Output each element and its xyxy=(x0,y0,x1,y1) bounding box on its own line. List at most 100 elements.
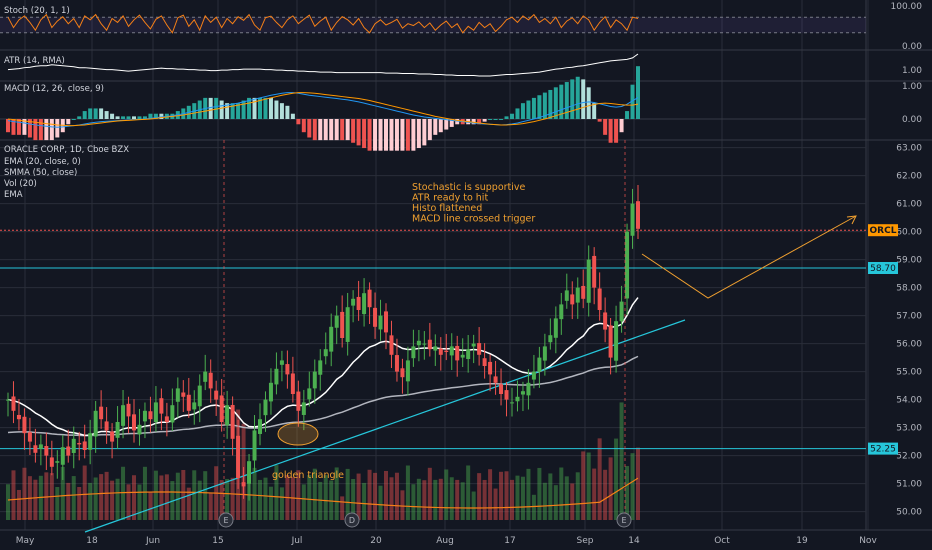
candle-body xyxy=(11,396,16,411)
price-axis-label: 55.00 xyxy=(896,368,922,378)
volume-bar xyxy=(115,478,120,520)
volume-bar xyxy=(301,484,306,520)
macd-histogram-bar xyxy=(99,108,104,119)
candle-body xyxy=(285,364,290,375)
macd-histogram-bar xyxy=(301,119,306,133)
candle-body xyxy=(274,368,279,385)
macd-histogram-bar xyxy=(274,100,279,119)
macd-histogram-bar xyxy=(137,116,142,119)
candle-body xyxy=(482,358,487,366)
macd-histogram-bar xyxy=(27,119,32,138)
candle-body xyxy=(132,414,136,431)
volume-bar xyxy=(208,492,213,520)
candle-body xyxy=(570,294,575,305)
volume-bar xyxy=(384,470,388,520)
volume-bar xyxy=(192,470,197,520)
volume-bar xyxy=(449,477,454,520)
candle-body xyxy=(192,402,197,410)
level-badge xyxy=(868,442,898,455)
macd-histogram-bar xyxy=(38,119,43,141)
volume-bar xyxy=(16,489,21,520)
volume-bar xyxy=(22,467,27,520)
macd-histogram-bar xyxy=(422,119,427,146)
candle-body xyxy=(345,307,350,342)
candle-body xyxy=(203,371,208,382)
macd-histogram-bar xyxy=(329,119,334,141)
candle-body xyxy=(416,340,421,346)
macd-histogram-bar xyxy=(636,66,640,119)
candle-body xyxy=(252,430,257,461)
volume-bar xyxy=(164,474,169,520)
macd-histogram-bar xyxy=(225,103,230,119)
macd-histogram-bar xyxy=(449,119,454,127)
price-axis-label: 61.00 xyxy=(896,200,922,210)
candle-body xyxy=(323,349,328,357)
volume-bar xyxy=(268,486,273,520)
volume-bar xyxy=(488,469,493,520)
event-marker xyxy=(218,512,234,528)
stoch-band xyxy=(0,17,866,33)
macd-histogram-bar xyxy=(115,116,120,119)
candle-body xyxy=(104,421,109,431)
volume-bar xyxy=(416,478,421,520)
candle-body xyxy=(520,391,525,395)
volume-bar xyxy=(531,494,536,520)
candle-body xyxy=(258,419,262,434)
candle-body xyxy=(44,446,49,456)
candle-body xyxy=(614,321,619,361)
macd-histogram-bar xyxy=(482,119,487,122)
volume-bar xyxy=(542,482,547,520)
macd-histogram-bar xyxy=(625,111,630,119)
macd-signal-line xyxy=(7,92,639,127)
macd-axis-label: 0.00 xyxy=(902,115,922,125)
volume-bar xyxy=(482,479,487,520)
candle-body xyxy=(93,410,98,437)
macd-histogram-bar xyxy=(88,108,93,119)
volume-bar xyxy=(614,438,619,520)
macd-histogram-bar xyxy=(367,119,372,151)
macd-histogram-bar xyxy=(296,119,301,125)
x-tick-label: 20 xyxy=(370,536,382,546)
macd-histogram-bar xyxy=(394,119,399,151)
overlay-label: Vol (20) xyxy=(4,179,37,189)
candle-body xyxy=(170,405,175,423)
volume-bar xyxy=(186,487,191,520)
candle-body xyxy=(247,461,252,484)
macd-histogram-bar xyxy=(455,119,460,125)
macd-histogram-bar xyxy=(520,103,525,119)
candle-body xyxy=(27,432,32,442)
volume-bar xyxy=(351,478,356,520)
macd-histogram-bar xyxy=(33,119,38,141)
candle-body xyxy=(510,402,514,404)
volume-bar xyxy=(499,471,504,520)
event-marker-label: E xyxy=(621,516,626,525)
macd-histogram-bar xyxy=(214,97,219,119)
macd-histogram-bar xyxy=(510,113,514,119)
macd-histogram-bar xyxy=(553,87,558,119)
volume-bar xyxy=(526,468,531,520)
volume-bar xyxy=(329,480,334,520)
macd-histogram-bar xyxy=(290,113,295,119)
candle-body xyxy=(33,445,38,453)
candle-body xyxy=(466,349,471,359)
macd-histogram-bar xyxy=(389,119,394,151)
volume-bar xyxy=(597,438,602,520)
volume-bar xyxy=(367,469,372,520)
candle-body xyxy=(329,326,334,352)
macd-histogram-bar xyxy=(444,119,449,130)
price-axis-label: 62.00 xyxy=(896,172,922,182)
candle-body xyxy=(142,410,147,422)
volume-bar xyxy=(444,469,449,520)
volume-bar xyxy=(66,482,71,520)
volume-bar xyxy=(71,476,76,520)
candle-body xyxy=(49,457,54,467)
volume-bar xyxy=(274,465,279,520)
price-axis-label: 51.00 xyxy=(896,480,922,490)
volume-bar xyxy=(630,453,635,520)
candle-body xyxy=(362,293,367,315)
volume-bar xyxy=(60,466,65,520)
candle-body xyxy=(455,345,460,361)
volume-bar xyxy=(520,476,525,520)
event-marker-label: E xyxy=(223,516,228,525)
